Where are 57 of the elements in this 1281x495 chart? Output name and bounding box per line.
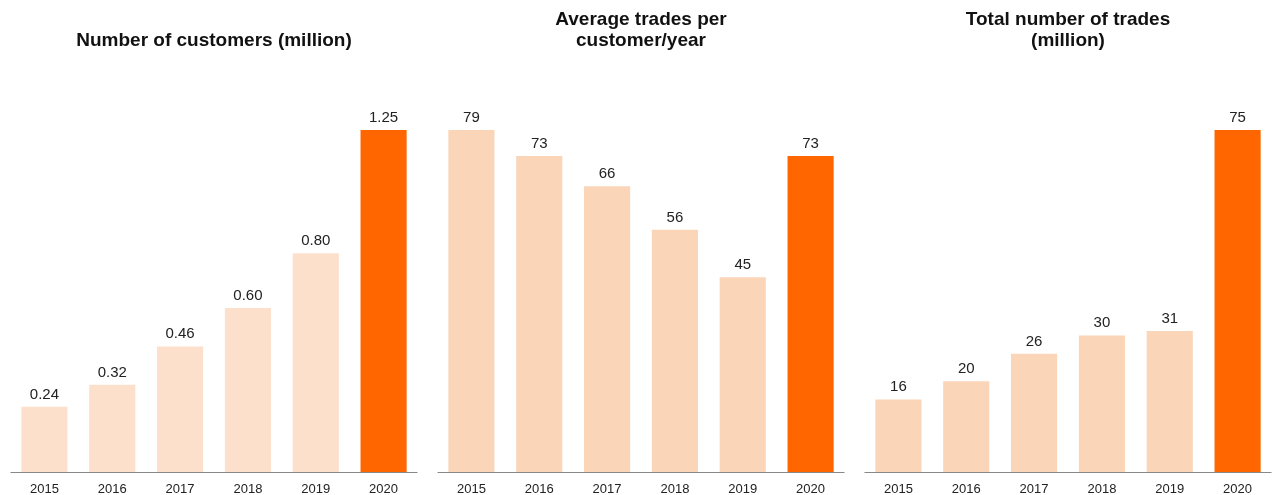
x-tick-label: 2019 [301, 480, 331, 495]
data-label: 73 [530, 133, 548, 151]
bar [1011, 353, 1058, 473]
x-tick-label: 2020 [1223, 480, 1253, 495]
bar [943, 381, 990, 473]
data-label: 0.80 [301, 231, 331, 249]
bar [1214, 129, 1261, 473]
x-tick-label: 2017 [592, 480, 622, 495]
x-tick-label: 2016 [97, 480, 127, 495]
data-label: 66 [598, 164, 616, 182]
data-label: 26 [1025, 331, 1043, 349]
x-tick-label: 2018 [660, 480, 690, 495]
x-tick-label: 2015 [29, 480, 59, 495]
data-label: 1.25 [368, 107, 399, 125]
bar [719, 277, 766, 473]
data-label: 31 [1161, 308, 1179, 326]
data-label: 0.32 [97, 362, 127, 380]
data-label: 0.24 [29, 384, 60, 402]
bar [292, 253, 339, 473]
bar [516, 155, 563, 473]
bar [1146, 330, 1193, 473]
data-label: 56 [666, 207, 684, 225]
bar [875, 399, 922, 473]
x-tick-label: 2019 [728, 480, 758, 495]
x-tick-label: 2016 [524, 480, 554, 495]
data-label: 45 [734, 255, 752, 273]
data-label: 0.46 [165, 324, 195, 342]
chart-title: Number of customers (million) [76, 28, 352, 50]
bar [584, 186, 631, 473]
bar [21, 406, 68, 473]
x-tick-label: 2017 [165, 480, 195, 495]
x-tick-label: 2016 [951, 480, 981, 495]
x-tick-label: 2015 [883, 480, 913, 495]
data-label: 30 [1093, 313, 1111, 331]
bar [224, 308, 271, 473]
chart-title: Average trades per customer/year [555, 7, 728, 50]
data-label: 79 [463, 107, 480, 125]
bar [448, 129, 495, 473]
x-tick-label: 2018 [233, 480, 263, 495]
x-tick-label: 2020 [796, 480, 826, 495]
bar [360, 129, 407, 473]
x-tick-label: 2015 [456, 480, 486, 495]
x-tick-label: 2020 [369, 480, 399, 495]
bar [651, 229, 698, 473]
data-label: 73 [802, 133, 819, 151]
bar [787, 155, 834, 473]
data-label: 75 [1229, 107, 1246, 125]
data-label: 16 [890, 377, 907, 395]
x-tick-label: 2019 [1155, 480, 1185, 495]
x-tick-label: 2017 [1019, 480, 1049, 495]
bar [89, 384, 136, 473]
bar [157, 346, 204, 473]
x-tick-label: 2018 [1087, 480, 1117, 495]
data-label: 20 [957, 359, 975, 377]
bar [1078, 335, 1125, 473]
chart-title: Total number of trades (million) [965, 7, 1171, 50]
data-label: 0.60 [233, 286, 263, 304]
